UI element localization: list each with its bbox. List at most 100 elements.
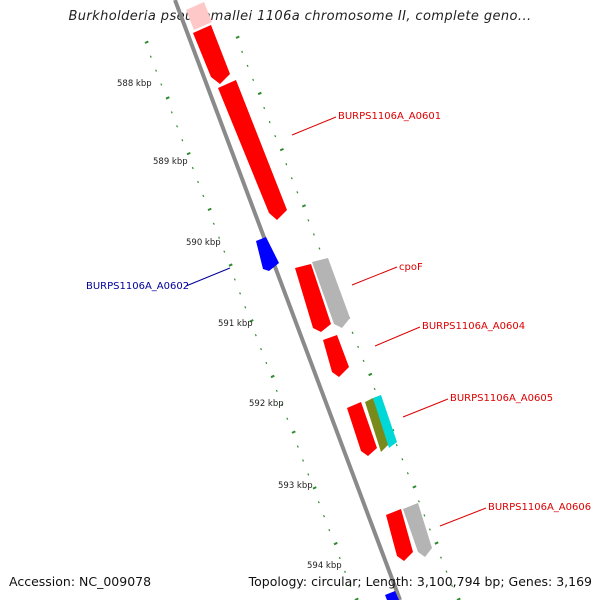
right-scale-tick: [241, 50, 244, 53]
right-scale-tick: [395, 444, 398, 447]
right-scale-tick: [279, 147, 284, 152]
right-scale-tick: [285, 163, 288, 166]
gene-label-a0602[interactable]: BURPS1106A_A0602: [86, 281, 189, 292]
left-scale-tick: [338, 556, 341, 560]
gene-label-a0605[interactable]: BURPS1106A_A0605: [450, 393, 553, 404]
left-scale-tick: [197, 180, 200, 184]
left-scale-tick: [281, 403, 284, 406]
left-scale-tick: [181, 139, 184, 142]
leader-cpof: [351, 266, 398, 286]
gene-a0605-cyan[interactable]: [373, 395, 397, 448]
right-scale-tick: [445, 570, 448, 573]
gene-a0605-olive[interactable]: [365, 398, 389, 452]
right-scale-tick: [307, 219, 310, 222]
left-scale-tick: [207, 207, 212, 212]
right-scale-tick: [290, 177, 293, 180]
leader-a0606: [439, 507, 487, 527]
left-scale-tick: [307, 473, 310, 476]
right-scale-tick: [406, 472, 409, 475]
right-scale-tick: [246, 64, 249, 68]
left-scale-tick: [312, 486, 317, 490]
gene-a0605-red[interactable]: [347, 402, 377, 456]
left-scale-tick: [302, 459, 305, 462]
leader-a0604: [374, 326, 421, 347]
gene-a0600[interactable]: [193, 25, 230, 84]
gene-bottom[interactable]: [385, 591, 399, 600]
left-scale-tick: [191, 166, 194, 170]
right-scale-tick: [373, 387, 376, 391]
leader-a0602: [185, 267, 231, 287]
left-scale-tick: [223, 250, 226, 253]
leader-a0605: [402, 398, 449, 418]
left-scale-tick: [249, 319, 254, 323]
left-scale-tick: [170, 111, 173, 114]
left-scale-tick: [176, 125, 179, 128]
left-scale-tick: [186, 151, 191, 156]
left-scale-tick: [165, 96, 170, 100]
left-scale-tick: [265, 361, 268, 365]
gene-labels: BURPS1106A_A0601 cpoF BURPS1106A_A0602 B…: [86, 111, 591, 513]
scale-label-592: 592 kbp: [249, 399, 284, 409]
scale-label-593: 593 kbp: [278, 481, 313, 491]
accession-text: Accession: NC_009078: [9, 574, 152, 589]
gene-a0606-gray[interactable]: [403, 503, 432, 557]
right-scale-tick: [428, 528, 431, 531]
left-scale-tick: [286, 417, 289, 420]
scale-label-591: 591 kbp: [218, 319, 253, 329]
gene-a0604[interactable]: [323, 335, 349, 377]
label-leaders: [185, 116, 487, 527]
right-scale-tick: [296, 191, 299, 194]
left-scale-tick: [296, 445, 299, 448]
chromosome-backbone: [173, 0, 402, 600]
left-scale-tick: [149, 55, 152, 58]
right-scale-tick: [434, 541, 439, 545]
topology-summary: Topology: circular; Length: 3,100,794 bp…: [248, 574, 592, 589]
left-scale-tick: [228, 263, 233, 267]
left-scale-tick: [218, 236, 221, 239]
right-scale-tick: [351, 331, 354, 334]
left-scale-tick: [233, 278, 236, 281]
right-scale-tick: [301, 204, 307, 208]
gene-a0606-red[interactable]: [386, 509, 413, 561]
gene-label-a0604[interactable]: BURPS1106A_A0604: [422, 321, 525, 332]
right-scale-tick: [440, 556, 442, 559]
scale-label-590: 590 kbp: [186, 238, 221, 248]
right-scale-tick: [357, 345, 360, 349]
right-scale-tick: [252, 78, 255, 82]
right-scale-tick: [274, 134, 277, 138]
left-scale-tick: [317, 501, 320, 504]
gene-a0602[interactable]: [256, 237, 279, 271]
scale-label-588: 588 kbp: [117, 79, 152, 89]
gene-cpof-gray[interactable]: [312, 258, 350, 328]
gene-label-a0601[interactable]: BURPS1106A_A0601: [338, 111, 441, 122]
gene-faded-top[interactable]: [186, 2, 212, 30]
right-scale-tick: [312, 233, 315, 236]
left-scale-tick: [244, 306, 247, 309]
left-scale-tick: [275, 389, 278, 393]
gene-a0601[interactable]: [218, 80, 287, 220]
left-scale-tick: [144, 40, 149, 44]
left-scale-tick: [160, 83, 163, 86]
left-scale-tick: [270, 374, 275, 379]
right-scale-tick: [318, 247, 321, 250]
right-scale-tick: [263, 106, 266, 110]
right-scale-tick: [362, 359, 365, 363]
left-scale-tick: [328, 528, 331, 532]
gene-cpof[interactable]: [295, 264, 331, 332]
right-scale-tick: [417, 500, 420, 503]
right-scale-tick: [412, 485, 417, 489]
left-scale-tick: [344, 570, 347, 574]
right-scale-tick: [268, 120, 271, 124]
left-scale-tick: [155, 69, 158, 72]
left-scale-tick: [260, 347, 263, 351]
left-scale-tick: [239, 292, 242, 295]
gene-features: [186, 2, 432, 600]
left-scale-tick: [333, 541, 338, 546]
left-scale-tick: [254, 334, 257, 337]
gene-label-a0606[interactable]: BURPS1106A_A0606: [488, 502, 591, 513]
right-scale-tick: [401, 458, 404, 461]
right-scale-tick: [235, 35, 240, 39]
gene-label-cpof[interactable]: cpoF: [399, 262, 423, 273]
scale-labels: 588 kbp 589 kbp 590 kbp 591 kbp 592 kbp …: [117, 79, 342, 571]
